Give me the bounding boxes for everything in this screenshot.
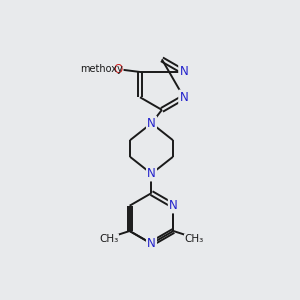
Text: N: N (147, 167, 156, 180)
Text: CH₃: CH₃ (99, 234, 119, 244)
Text: N: N (169, 199, 178, 212)
Text: N: N (179, 65, 188, 79)
Text: N: N (147, 117, 156, 130)
Text: CH₃: CH₃ (184, 234, 204, 244)
Text: N: N (147, 237, 156, 250)
Text: N: N (179, 91, 188, 104)
Text: O: O (113, 63, 122, 76)
Text: methoxy: methoxy (80, 64, 123, 74)
